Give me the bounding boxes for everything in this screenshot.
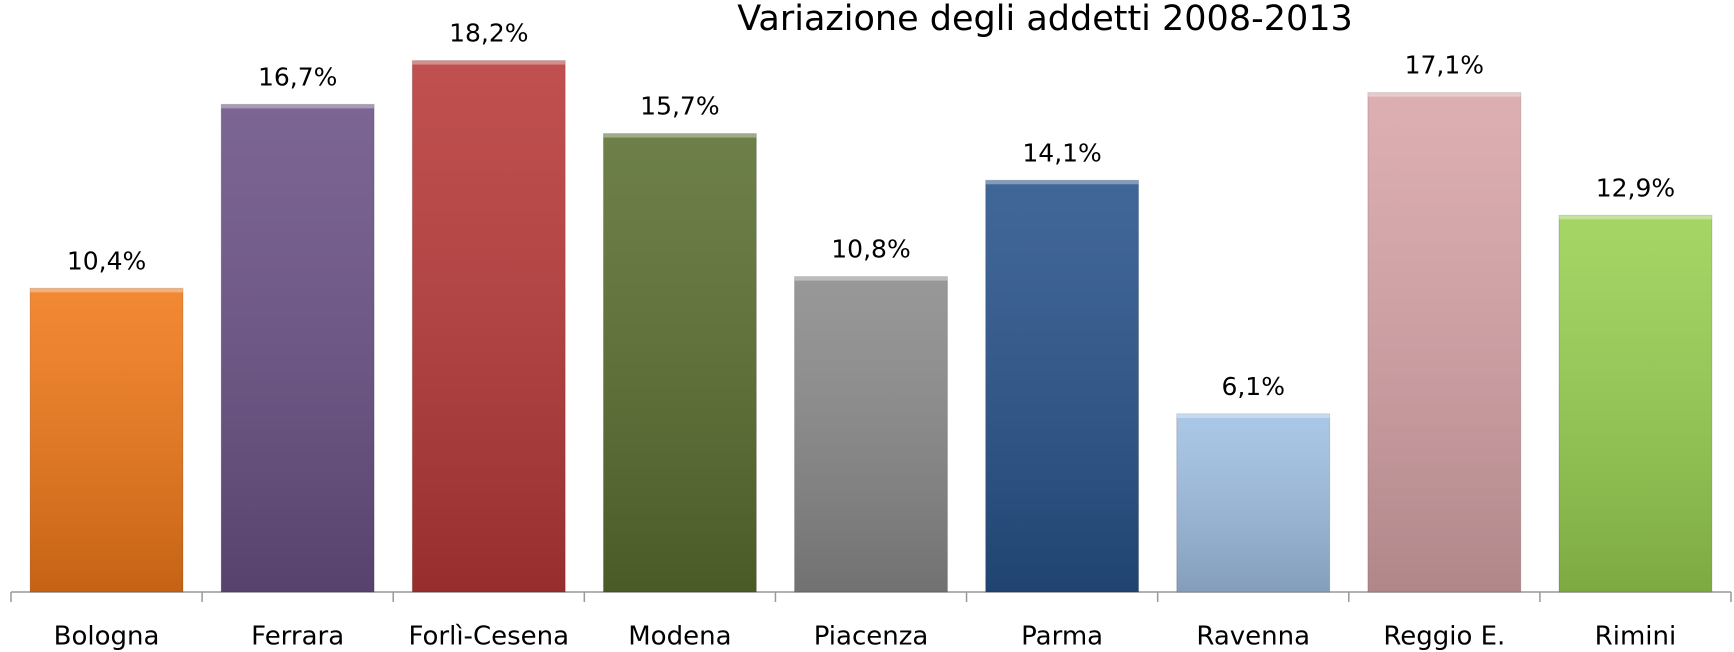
value-label: 6,1% (1221, 372, 1285, 401)
bar-highlight (412, 60, 566, 65)
bar-highlight (30, 288, 183, 293)
x-tick-label: Parma (1021, 622, 1103, 652)
bar-highlight (1559, 215, 1712, 220)
x-tick-label: Piacenza (814, 622, 929, 652)
value-label: 10,8% (831, 235, 910, 264)
bar-highlight (985, 180, 1139, 185)
x-tick-label: Modena (628, 622, 731, 652)
value-label: 10,4% (67, 246, 146, 275)
bar-highlight (603, 133, 757, 138)
chart-title: Variazione degli addetti 2008-2013 (737, 0, 1353, 39)
bar-highlight (1176, 413, 1330, 418)
bar-highlight (794, 276, 948, 281)
value-label: 12,9% (1596, 173, 1675, 202)
bar-shade (602, 133, 757, 593)
bar-highlight (1367, 92, 1521, 97)
bar-shade (411, 60, 566, 593)
value-label: 15,7% (640, 92, 719, 121)
bar-shade (220, 103, 375, 593)
x-tick-label: Ravenna (1196, 622, 1310, 652)
x-tick-label: Reggio E. (1383, 622, 1505, 652)
bar-shade (1558, 214, 1713, 593)
bar-shade (1176, 413, 1331, 593)
bar-shade (1367, 92, 1522, 593)
value-label: 18,2% (449, 19, 528, 48)
x-tick-label: Forlì-Cesena (408, 622, 569, 652)
bar-highlight (221, 104, 375, 109)
bar-shade (794, 276, 948, 593)
x-tick-label: Rimini (1595, 622, 1677, 652)
x-tick-label: Ferrara (251, 622, 344, 652)
bar-shade (29, 287, 184, 593)
x-tick-label: Bologna (54, 622, 160, 652)
bar-shade (985, 179, 1140, 593)
value-label: 17,1% (1405, 51, 1484, 80)
value-label: 16,7% (258, 62, 337, 91)
value-label: 14,1% (1022, 138, 1101, 167)
